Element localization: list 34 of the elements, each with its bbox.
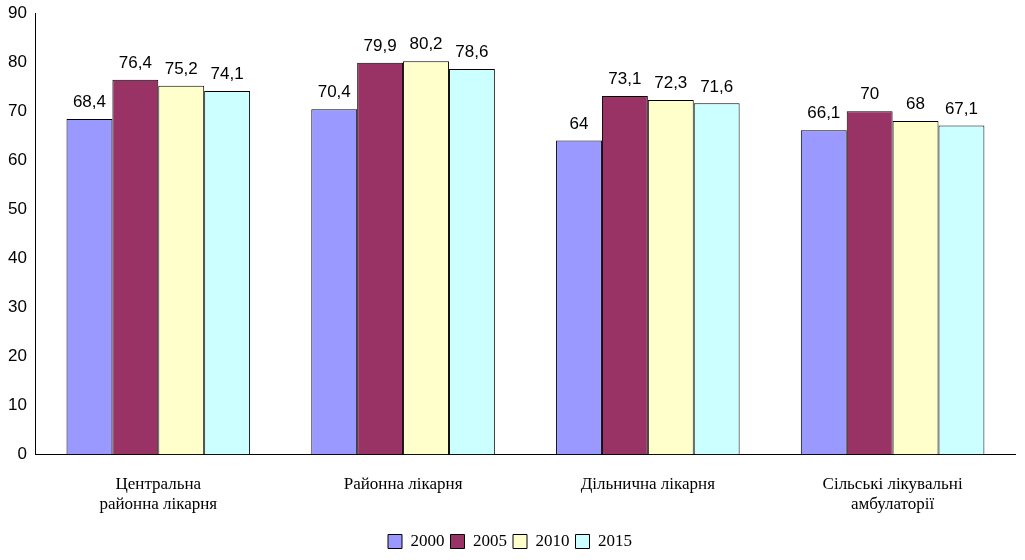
- y-tick-label: 40: [7, 247, 27, 267]
- y-tick-label: 70: [7, 100, 27, 120]
- data-label: 64: [569, 113, 589, 133]
- data-label: 70: [860, 84, 880, 104]
- data-label: 78,6: [455, 42, 489, 62]
- x-tick-label: Сільські лікувальні амбулаторії: [822, 473, 963, 514]
- legend-label: 2000: [410, 530, 445, 550]
- x-tick-label: Дільнична лікарня: [580, 473, 716, 493]
- y-tick-label: 20: [7, 345, 27, 365]
- data-label: 74,1: [210, 64, 244, 84]
- data-label: 71,6: [700, 76, 734, 96]
- y-tick-label: 90: [7, 2, 27, 22]
- x-tick-label: Центральна районна лікарня: [99, 473, 218, 514]
- y-tick-label: 80: [7, 51, 27, 71]
- data-label: 76,4: [118, 53, 152, 73]
- legend-label: 2015: [598, 530, 632, 550]
- data-label: 70,4: [317, 82, 351, 102]
- data-label: 75,2: [164, 58, 198, 78]
- data-label: 79,9: [363, 35, 397, 55]
- y-tick-label: 30: [7, 296, 27, 316]
- y-tick-label: 10: [7, 394, 27, 414]
- data-label: 80,2: [409, 34, 443, 54]
- y-tick-label: 50: [7, 198, 27, 218]
- data-label: 67,1: [944, 98, 978, 118]
- data-label: 73,1: [608, 69, 642, 89]
- data-label: 68: [906, 94, 926, 114]
- y-tick-label: 60: [7, 149, 27, 169]
- legend-label: 2010: [535, 530, 570, 550]
- data-label: 72,3: [654, 73, 688, 93]
- legend-label: 2005: [473, 530, 507, 550]
- data-label: 66,1: [807, 103, 841, 123]
- x-tick-label: Районна лікарня: [343, 473, 463, 493]
- y-tick-label: 0: [17, 443, 27, 463]
- data-label: 68,4: [72, 92, 106, 112]
